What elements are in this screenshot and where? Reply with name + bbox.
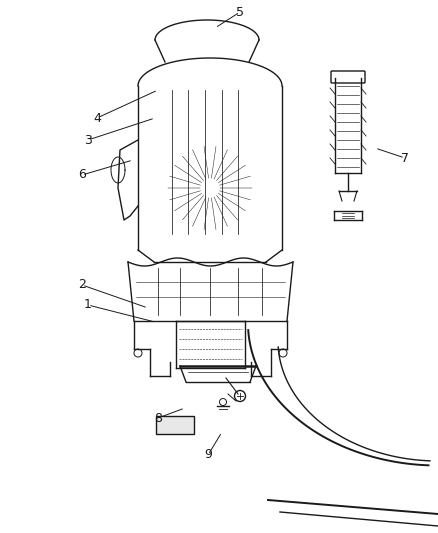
Text: 3: 3 <box>84 133 92 147</box>
Text: 6: 6 <box>78 168 86 182</box>
Text: 4: 4 <box>93 111 101 125</box>
Text: 7: 7 <box>401 151 409 165</box>
Text: 8: 8 <box>154 411 162 424</box>
Circle shape <box>234 391 246 401</box>
Text: 1: 1 <box>84 298 92 311</box>
FancyBboxPatch shape <box>331 71 365 83</box>
Bar <box>156 416 194 434</box>
Text: 9: 9 <box>204 448 212 462</box>
Circle shape <box>134 349 142 357</box>
Circle shape <box>219 399 226 406</box>
Text: 2: 2 <box>78 279 86 292</box>
Circle shape <box>279 349 287 357</box>
Text: 5: 5 <box>236 5 244 19</box>
